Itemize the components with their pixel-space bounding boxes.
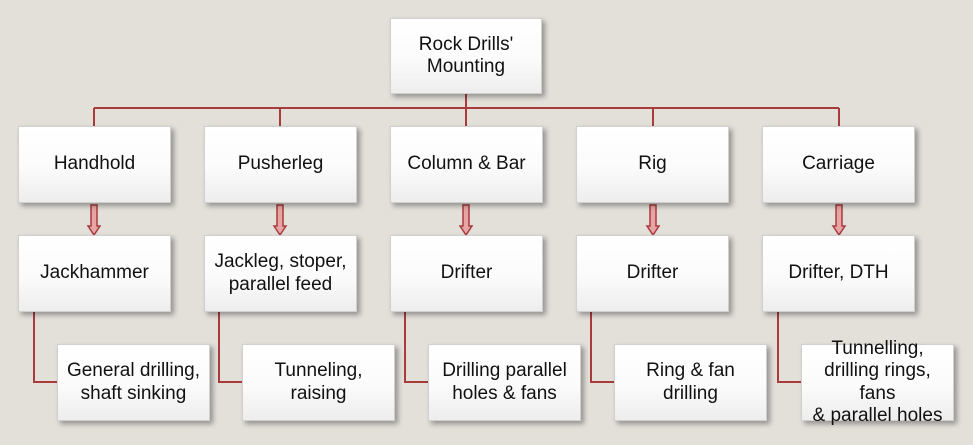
drill-node-2: Jackleg, stoper, parallel feed bbox=[204, 235, 357, 312]
arrow-icon-5 bbox=[831, 204, 847, 237]
elbow-connector-1 bbox=[33, 312, 57, 383]
elbow-connector-5 bbox=[777, 312, 801, 383]
elbow-connector-3 bbox=[404, 312, 428, 383]
mounting-node-handhold: Handhold bbox=[18, 126, 171, 203]
drill-label: Drifter bbox=[440, 262, 493, 284]
arrow-icon-1 bbox=[86, 204, 102, 237]
mounting-label: Handhold bbox=[53, 153, 136, 175]
drill-node-5: Drifter, DTH bbox=[762, 235, 915, 312]
drill-label: Drifter bbox=[626, 262, 679, 284]
elbow-connector-4 bbox=[590, 312, 614, 383]
arrow-icon-4 bbox=[645, 204, 661, 237]
use-node-2: Tunneling, raising bbox=[242, 344, 395, 421]
use-label: Tunnelling, drilling rings, fans & paral… bbox=[812, 337, 943, 426]
use-label: Tunneling, raising bbox=[274, 360, 363, 404]
mounting-label: Rig bbox=[638, 153, 667, 175]
mounting-label: Pusherleg bbox=[237, 153, 324, 175]
arrow-icon-3 bbox=[458, 204, 474, 237]
elbow-connector-2 bbox=[218, 312, 242, 383]
drill-node-1: Jackhammer bbox=[18, 235, 171, 312]
root-label: Rock Drills' Mounting bbox=[418, 33, 514, 77]
mounting-node-carriage: Carriage bbox=[762, 126, 915, 203]
use-label: Drilling parallel holes & fans bbox=[442, 360, 567, 404]
mounting-node-rig: Rig bbox=[576, 126, 729, 203]
use-node-4: Ring & fan drilling bbox=[614, 344, 767, 421]
use-label: Ring & fan drilling bbox=[646, 360, 735, 404]
mounting-node-pusherleg: Pusherleg bbox=[204, 126, 357, 203]
drill-label: Jackleg, stoper, parallel feed bbox=[214, 251, 347, 295]
drill-node-3: Drifter bbox=[390, 235, 543, 312]
root-node: Rock Drills' Mounting bbox=[390, 18, 542, 94]
use-node-3: Drilling parallel holes & fans bbox=[428, 344, 581, 421]
use-label: General drilling, shaft sinking bbox=[66, 360, 201, 404]
drill-label: Drifter, DTH bbox=[788, 262, 889, 284]
arrow-icon-2 bbox=[272, 204, 288, 237]
drill-label: Jackhammer bbox=[40, 262, 149, 284]
mounting-node-column-bar: Column & Bar bbox=[390, 126, 543, 203]
use-node-5: Tunnelling, drilling rings, fans & paral… bbox=[801, 338, 954, 426]
drill-node-4: Drifter bbox=[576, 235, 729, 312]
mounting-label: Column & Bar bbox=[407, 153, 526, 175]
mounting-label: Carriage bbox=[802, 153, 875, 175]
use-node-1: General drilling, shaft sinking bbox=[57, 344, 210, 421]
